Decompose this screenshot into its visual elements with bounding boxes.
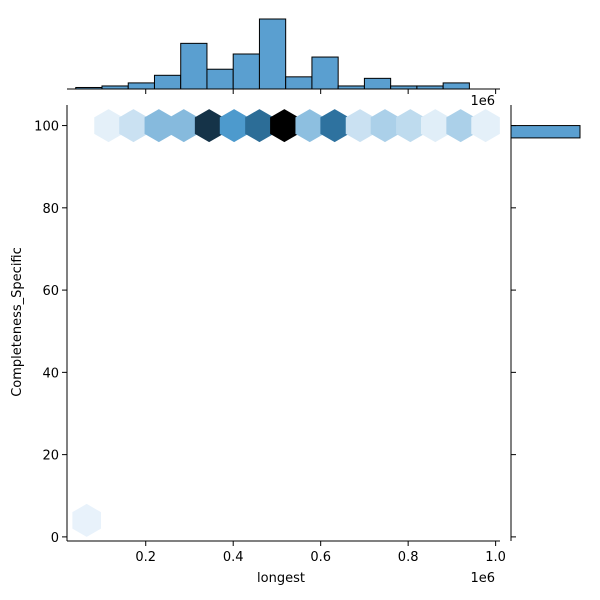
x-tick-label-0: 0.2 xyxy=(135,550,156,565)
y-tick-label-1: 20 xyxy=(42,449,59,464)
x-hist-bar-5 xyxy=(206,68,234,90)
ticks-layer: 0.2 0.4 0.6 0.8 1.0 0 20 40 60 80 100 xyxy=(34,89,516,565)
hexbin-14 xyxy=(420,109,450,143)
x-tick-label-1: 0.4 xyxy=(223,550,244,565)
hexbin-5 xyxy=(194,109,224,143)
x-marginal-histogram xyxy=(67,18,500,90)
x-hist-bar-4 xyxy=(180,42,208,90)
x-axis-label: longest xyxy=(257,571,305,586)
x-hist-bar-8 xyxy=(285,76,313,90)
hexbin-1 xyxy=(94,109,123,143)
hexbin-layer xyxy=(72,109,500,537)
hexbin-6 xyxy=(219,109,249,143)
hexbin-16 xyxy=(471,109,500,143)
hexbin-0 xyxy=(72,503,101,537)
y-marginal-histogram xyxy=(510,105,581,541)
axes-layer xyxy=(66,105,500,542)
y-tick-label-2: 40 xyxy=(42,366,59,381)
x-hist-bar-7 xyxy=(258,18,287,90)
hexbin-11 xyxy=(345,109,375,143)
y-tick-label-5: 100 xyxy=(34,120,59,135)
hexbin-15 xyxy=(446,109,475,143)
x-hist-bar-2 xyxy=(127,82,155,90)
x-hist-bar-6 xyxy=(232,53,260,90)
hexbin-9 xyxy=(295,109,325,143)
hexbin-7 xyxy=(245,109,274,143)
y-axis-label: Completeness_Specific xyxy=(10,247,25,397)
hexbin-4 xyxy=(169,109,199,143)
hexbin-8 xyxy=(270,109,299,143)
y-tick-label-4: 80 xyxy=(42,202,59,217)
hexbin-13 xyxy=(396,109,425,143)
y-hist-bar-0 xyxy=(510,125,581,139)
x-tick-label-4: 1.0 xyxy=(485,550,506,565)
x-marginal-offset-text: 1e6 xyxy=(470,94,495,109)
hexbin-10 xyxy=(320,109,349,143)
x-offset-text: 1e6 xyxy=(470,571,495,586)
y-tick-label-3: 60 xyxy=(42,284,59,299)
hexbin-2 xyxy=(119,109,148,143)
hexbin-12 xyxy=(370,109,400,143)
x-hist-bar-14 xyxy=(442,82,470,90)
x-hist-bar-3 xyxy=(153,74,182,90)
x-tick-label-2: 0.6 xyxy=(310,550,331,565)
x-hist-bar-11 xyxy=(363,77,392,90)
x-hist-bar-9 xyxy=(311,56,339,90)
hexbin-3 xyxy=(144,109,174,143)
x-tick-label-3: 0.8 xyxy=(398,550,419,565)
y-tick-label-0: 0 xyxy=(51,531,59,546)
